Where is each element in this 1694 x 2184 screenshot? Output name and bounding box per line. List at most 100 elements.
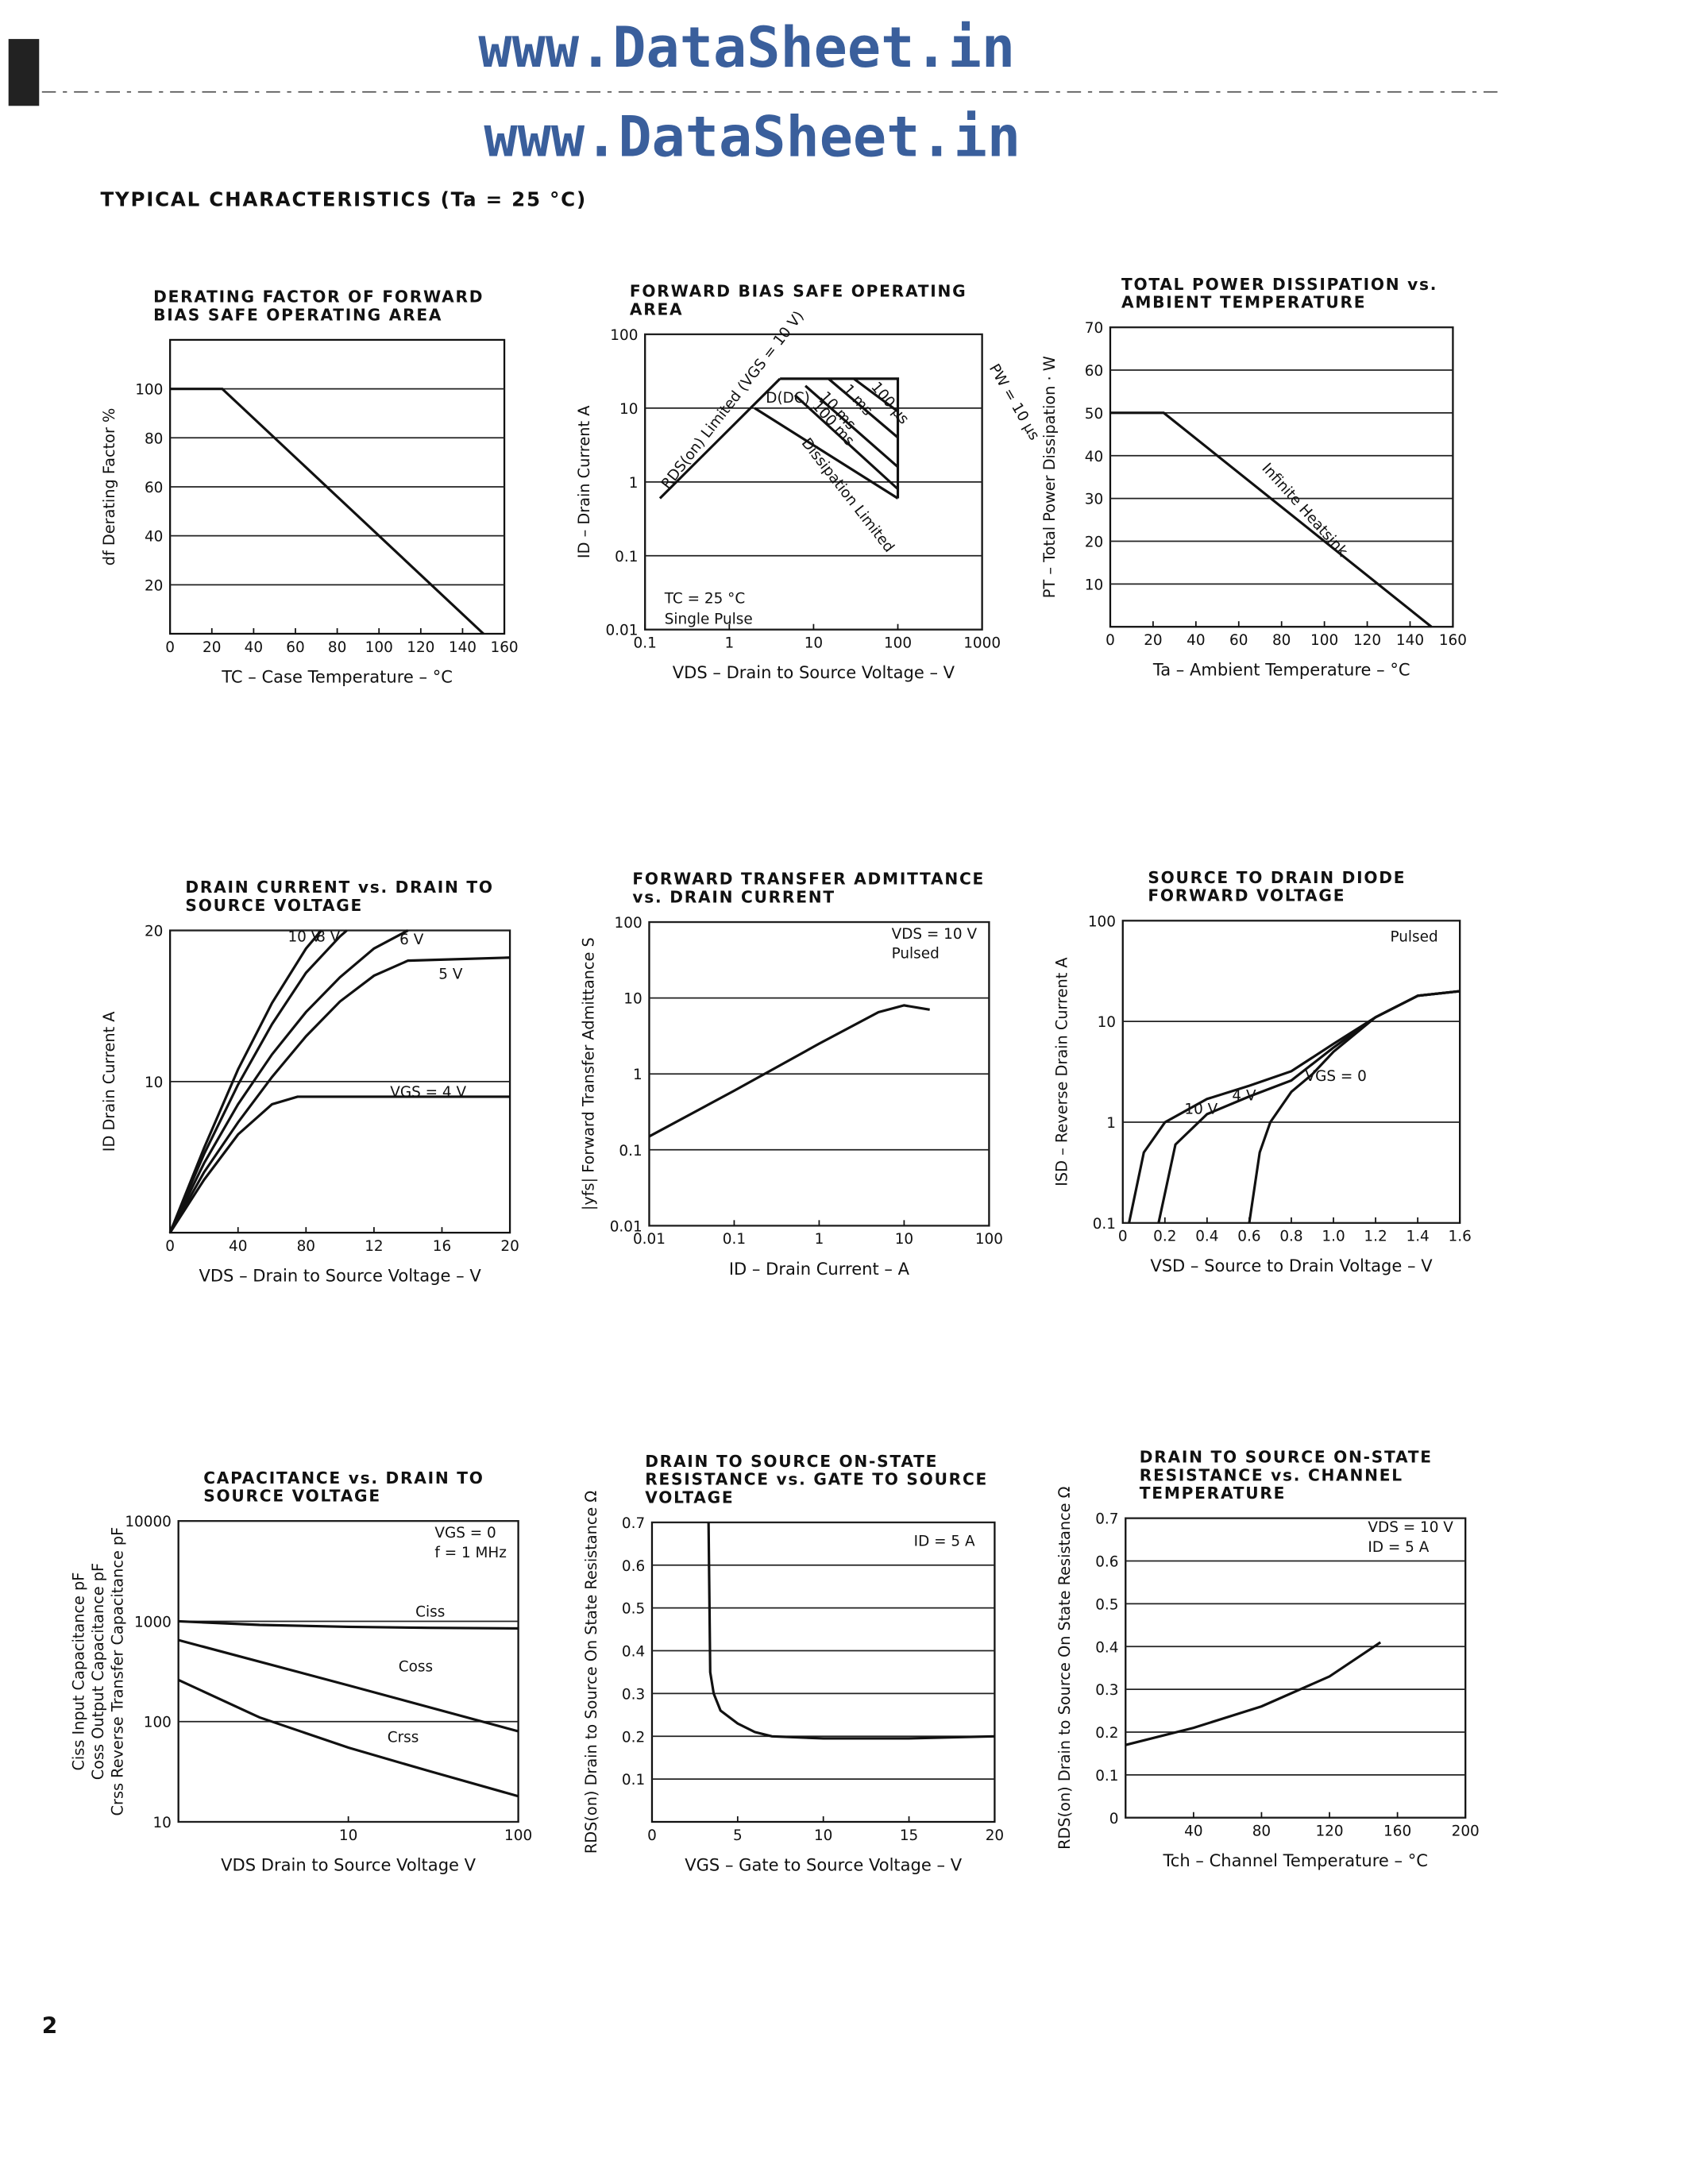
y-tick-label: 0.01 — [605, 623, 638, 639]
x-tick-label: 1.6 — [1449, 1229, 1472, 1245]
y-tick-label: 1000 — [134, 1614, 172, 1630]
series-label: VGS = 4 V — [390, 1084, 466, 1101]
x-tick-label: 200 — [1452, 1823, 1480, 1840]
x-axis-label: TC – Case Temperature – °C — [221, 666, 453, 686]
series-line — [828, 377, 899, 439]
x-tick-label: 10 — [895, 1231, 913, 1248]
annotation: VDS = 10 V — [1368, 1519, 1453, 1536]
y-tick-label: 10 — [623, 991, 642, 1008]
plot-frame — [177, 1520, 519, 1823]
series-line — [793, 394, 899, 490]
chart-title: DRAIN TO SOURCE ON-STATE — [645, 1452, 938, 1471]
x-tick-label: 0.8 — [1279, 1229, 1302, 1245]
x-axis-label: VDS Drain to Source Voltage V — [221, 1854, 476, 1874]
x-tick-label: 0.2 — [1153, 1229, 1176, 1245]
x-tick-label: 40 — [1187, 632, 1205, 649]
series-line — [1109, 411, 1433, 628]
series-label: Infinite Heatsink — [1258, 460, 1351, 560]
x-tick-label: 0 — [165, 1238, 175, 1255]
y-tick-label: 0.7 — [622, 1515, 645, 1532]
y-tick-label: 0.2 — [1095, 1725, 1118, 1742]
y-axis-label: Ciss Input Capacitance pF — [69, 1572, 87, 1771]
x-tick-label: 60 — [1229, 632, 1248, 649]
x-tick-label: 0 — [647, 1827, 657, 1844]
x-axis-label: VDS – Drain to Source Voltage – V — [673, 662, 955, 682]
y-tick-label: 60 — [1085, 363, 1103, 380]
chart-title: VOLTAGE — [645, 1488, 734, 1507]
annotation: ID = 5 A — [914, 1534, 975, 1550]
y-axis-label: ISD – Reverse Drain Current A — [1053, 957, 1071, 1187]
x-tick-label: 100 — [975, 1231, 1003, 1248]
series-line — [754, 407, 899, 500]
y-tick-label: 40 — [1085, 449, 1103, 465]
x-tick-label: 1 — [815, 1231, 824, 1248]
series-label: 10 V — [1184, 1101, 1217, 1117]
x-tick-label: 60 — [286, 639, 304, 656]
chart-title: DERATING FACTOR OF FORWARD — [153, 287, 484, 307]
series-line — [853, 377, 899, 413]
y-tick-label: 1 — [1106, 1115, 1116, 1132]
annotation: VGS = 0 — [434, 1525, 496, 1542]
y-tick-label: 100 — [135, 382, 163, 399]
chart-title: TOTAL POWER DISSIPATION vs. — [1121, 275, 1437, 294]
section-title: TYPICAL CHARACTERISTICS (Ta = 25 °C) — [100, 188, 586, 211]
series-line — [168, 929, 322, 1233]
y-tick-label: 20 — [145, 924, 163, 940]
y-tick-label: 1 — [633, 1067, 642, 1083]
series-line — [170, 388, 484, 635]
y-axis-label: PT – Total Power Dissipation · W — [1040, 356, 1059, 598]
x-tick-label: 120 — [1353, 632, 1381, 649]
y-axis-label: ID Drain Current A — [100, 1011, 118, 1152]
series-label: Ciss — [415, 1604, 445, 1621]
x-tick-label: 120 — [407, 639, 434, 656]
watermark: www.DataSheet.in — [478, 15, 1015, 80]
chart-title: DRAIN CURRENT vs. DRAIN TO — [185, 878, 493, 897]
watermark: www.DataSheet.in — [484, 104, 1021, 169]
y-tick-label: 10 — [1098, 1014, 1116, 1031]
series-label: 6 V — [399, 932, 424, 948]
x-tick-label: 0 — [165, 639, 175, 656]
annotation: Single Pulse — [665, 612, 753, 628]
y-tick-label: 0.4 — [1095, 1639, 1118, 1656]
series-line — [658, 377, 781, 500]
x-tick-label: 140 — [449, 639, 477, 656]
x-tick-label: 1.4 — [1406, 1229, 1429, 1245]
x-tick-label: 80 — [1252, 1823, 1271, 1840]
x-tick-label: 20 — [986, 1827, 1004, 1844]
y-tick-label: 20 — [145, 577, 163, 594]
y-tick-label: 10000 — [125, 1514, 172, 1530]
annotation: TC = 25 °C — [664, 590, 745, 607]
y-tick-label: 10 — [145, 1075, 163, 1091]
y-tick-label: 10 — [152, 1815, 171, 1831]
y-tick-label: 0.3 — [1095, 1682, 1118, 1699]
x-tick-label: 80 — [328, 639, 346, 656]
y-tick-label: 0.1 — [1093, 1216, 1116, 1233]
x-axis-label: VGS – Gate to Source Voltage – V — [685, 1854, 962, 1874]
y-tick-label: 0 — [1109, 1811, 1119, 1827]
x-tick-label: 0.1 — [723, 1231, 746, 1248]
series-label: VGS = 0 — [1306, 1068, 1367, 1085]
y-axis-label: |yfs| Forward Transfer Admittance S — [579, 937, 597, 1210]
series-line — [1248, 990, 1461, 1224]
x-tick-label: 10 — [339, 1827, 357, 1844]
x-tick-label: 80 — [1272, 632, 1291, 649]
series-label: 4 V — [1232, 1087, 1256, 1104]
y-tick-label: 0.01 — [610, 1218, 642, 1235]
x-tick-label: 100 — [1310, 632, 1338, 649]
series-line — [168, 929, 409, 1233]
y-tick-label: 0.6 — [622, 1558, 645, 1575]
y-axis-label: RDS(on) Drain to Source On State Resista… — [582, 1491, 600, 1854]
x-axis-label: ID – Drain Current – A — [729, 1259, 910, 1279]
y-tick-label: 0.1 — [619, 1143, 642, 1160]
x-tick-label: 100 — [504, 1827, 532, 1844]
x-tick-label: 160 — [490, 639, 518, 656]
x-tick-label: 0.6 — [1237, 1229, 1260, 1245]
plot-frame — [650, 1521, 996, 1823]
x-tick-label: 1000 — [963, 635, 1001, 652]
chart-title: TEMPERATURE — [1140, 1484, 1286, 1503]
series-label: Crss — [388, 1730, 419, 1746]
x-tick-label: 12 — [365, 1238, 383, 1255]
x-tick-label: 0 — [1106, 632, 1115, 649]
y-tick-label: 0.5 — [622, 1601, 645, 1618]
x-tick-label: 100 — [365, 639, 393, 656]
